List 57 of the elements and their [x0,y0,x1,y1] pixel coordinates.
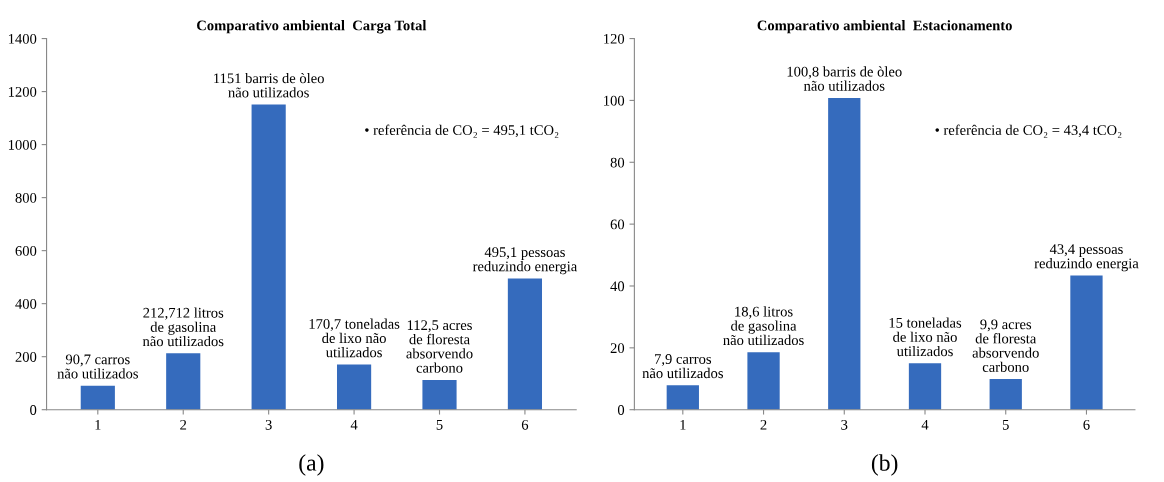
x-tick-label: 1 [95,419,101,430]
annotation: • referência de CO₂ = 495,1 tCO₂ [365,124,559,138]
bar [1070,275,1103,410]
y-tick-label: 1000 [8,139,37,150]
y-tick-label: 80 [610,157,625,168]
y-tick-label: 200 [15,352,37,362]
bar [666,385,699,410]
x-tick-label: 6 [521,419,529,430]
y-tick-label: 400 [15,299,37,309]
y-tick-label: 1200 [8,86,37,97]
y-tick-label: 0 [617,405,625,415]
text: (a) [299,454,324,476]
y-tick-label: 600 [15,246,37,256]
annotation: 112,5 acres de floresta absorvendo carbono [406,320,473,373]
annotation: 7,9 carros não utilizados [642,354,723,379]
y-tick-label: 40 [610,281,625,292]
y-tick-label: 800 [15,192,37,203]
annotation: 1151 barris de òleo não utilizados [214,72,324,98]
bar [337,364,372,410]
text: (b) [871,454,898,476]
bar [908,363,942,410]
bar [828,97,861,410]
annotation: 43,4 pessoas reduzindo energia [1034,244,1139,272]
chart-title: Comparativo ambiental Carga Total [197,20,427,34]
bar [989,379,1022,410]
annotation: 495,1 pessoas reduzindo energia [472,247,578,275]
annotation: 170,7 toneladas de lixo não utilizados [309,318,400,358]
y-tick-label: 100 [604,95,625,106]
annotation: 212,712 litros de gasolina não utilizados [142,307,224,347]
x-tick-label: 2 [760,419,767,430]
chart-title: Comparativo ambiental Estacionamento [757,20,1012,34]
annotation: 9,9 acres de floresta absorvendo carbono [972,319,1039,372]
y-tick-label: 0 [30,405,37,415]
x-tick-label: 4 [350,419,358,430]
annotation: 15 toneladas de lixo não utilizados [889,317,962,357]
bar [166,353,201,410]
x-tick-label: 3 [841,419,848,430]
y-tick-label: 60 [610,219,625,230]
x-tick-label: 2 [180,419,187,430]
bar [422,379,457,410]
bar [251,104,286,410]
y-tick-label: 120 [604,33,625,44]
bar [80,385,115,410]
bar [747,352,780,410]
x-tick-label: 6 [1083,419,1090,430]
x-tick-label: 5 [436,419,443,430]
x-tick-label: 4 [921,419,929,430]
y-tick-label: 1400 [8,33,37,44]
annotation: 18,6 litros de gasolina não utilizados [723,306,804,346]
y-tick-label: 20 [610,343,625,354]
annotation: 100,8 barris de òleo não utilizados [787,66,902,91]
annotation: • referência de CO₂ = 43,4 tCO₂ [935,124,1122,138]
x-tick-label: 5 [1002,419,1009,430]
bar [507,278,543,410]
annotation: 90,7 carros não utilizados [57,354,138,379]
x-tick-label: 3 [265,419,272,430]
x-tick-label: 1 [680,419,686,430]
